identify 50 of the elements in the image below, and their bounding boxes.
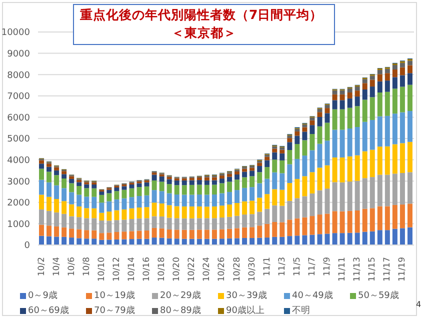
legend-label: 30～39歳	[226, 290, 267, 302]
x-tick-label: 10/26	[217, 257, 228, 282]
x-tick-label: 10/16	[142, 257, 152, 282]
chart-subtitle: ＜東京都＞	[170, 24, 238, 42]
y-tick-label: 10000	[1, 28, 30, 38]
x-tick-label: 11/17	[382, 257, 393, 282]
legend-label: 60～69歳	[28, 304, 69, 317]
x-tick-label: 10/20	[172, 257, 182, 282]
x-tick-label: 10/14	[127, 257, 137, 282]
x-tick-label: 10/6	[66, 257, 77, 276]
legend-label: 不明	[292, 304, 310, 317]
x-tick-label: 11/15	[368, 257, 378, 282]
x-tick-label: 11/19	[398, 257, 408, 282]
y-tick-label: 4000	[7, 156, 30, 166]
y-tick-label: 1000	[7, 220, 30, 230]
y-tick-label: 9000	[7, 49, 30, 60]
y-tick-label: 7000	[7, 92, 30, 102]
x-tick-label: 10/30	[247, 257, 258, 282]
x-tick-label: 11/7	[307, 257, 318, 276]
x-tick-label: 10/18	[157, 257, 168, 282]
x-tick-label: 11/11	[338, 257, 348, 282]
y-tick-label: 8000	[7, 70, 30, 81]
y-tick-label: 0	[24, 241, 30, 252]
chart-title: 重点化後の年代別陽性者数（7日間平均）	[79, 6, 324, 24]
x-tick-label: 11/3	[277, 257, 288, 276]
x-tick-label: 10/24	[202, 257, 212, 282]
legend-label: 40～49歳	[292, 290, 333, 302]
legend-label: 0～9歳	[28, 290, 58, 302]
x-tick-label: 11/1	[262, 257, 272, 276]
legend-label: 70～79歳	[94, 304, 135, 317]
text: 4	[416, 300, 422, 309]
x-tick-label: 11/13	[352, 257, 363, 282]
x-tick-label: 10/28	[232, 257, 242, 282]
legend-label: 80～89歳	[160, 304, 201, 317]
legend-label: 90歳以上	[226, 304, 264, 317]
legend-label: 50～59歳	[358, 290, 399, 302]
x-tick-label: 10/22	[187, 257, 198, 282]
x-tick-label: 11/5	[292, 257, 302, 276]
x-tick-label: 11/9	[322, 257, 333, 276]
x-tick-label: 10/10	[96, 257, 107, 282]
x-tick-label: 10/12	[112, 257, 122, 282]
y-tick-label: 2000	[7, 198, 30, 209]
y-tick-label: 3000	[7, 177, 30, 188]
x-tick-label: 10/2	[36, 257, 47, 276]
y-tick-label: 6000	[7, 113, 30, 124]
y-tick-label: 5000	[7, 134, 30, 145]
x-tick-label: 10/8	[82, 257, 92, 276]
x-tick-label: 10/4	[52, 257, 62, 276]
legend-label: 10～19歳	[94, 290, 135, 302]
legend-label: 20～29歳	[160, 290, 201, 302]
